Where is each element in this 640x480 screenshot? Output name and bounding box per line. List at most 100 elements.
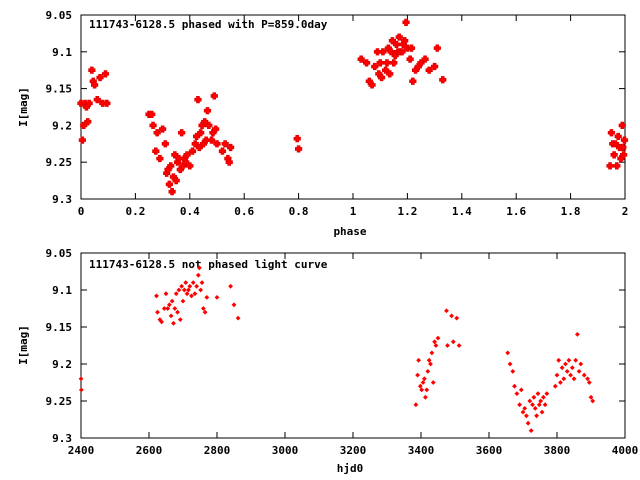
data-point (542, 402, 548, 408)
data-point (414, 62, 422, 71)
data-point (417, 383, 423, 389)
data-point (520, 409, 526, 415)
data-point (426, 357, 432, 363)
data-point (153, 129, 161, 137)
data-point (534, 413, 539, 419)
data-point (449, 313, 454, 319)
data-point (571, 376, 577, 382)
data-point (564, 369, 570, 374)
data-point (199, 280, 205, 285)
data-point (197, 129, 205, 137)
data-point (93, 96, 101, 104)
data-point (454, 315, 460, 321)
data-point (224, 154, 232, 163)
data-point (186, 287, 191, 293)
data-point (431, 62, 439, 71)
data-point (155, 309, 160, 315)
data-point (180, 298, 186, 304)
x-tick-label: 2600 (136, 444, 163, 457)
x-tick-label: 3600 (476, 444, 503, 457)
data-point (525, 420, 531, 426)
data-point (186, 162, 194, 170)
data-point (544, 391, 550, 396)
data-point (531, 394, 537, 400)
data-point (398, 48, 406, 56)
data-point (578, 361, 584, 367)
data-point (177, 317, 183, 322)
data-point (512, 383, 517, 389)
data-point (432, 339, 437, 345)
y-tick-label: 9.15 (46, 321, 73, 334)
data-point (416, 357, 422, 363)
unphased-light-curve-panel: 111743-6128.5 not phased light curve hjd… (17, 247, 638, 475)
x-tick-label: 2400 (68, 444, 95, 457)
data-point (383, 59, 391, 67)
x-tick-label: 0.8 (289, 205, 309, 218)
data-point (235, 315, 241, 321)
y-tick-label: 9.3 (52, 432, 72, 445)
data-point (180, 154, 188, 163)
data-point (183, 151, 191, 159)
data-point (445, 343, 450, 348)
data-point (167, 302, 172, 308)
data-point (80, 121, 88, 129)
data-point (619, 143, 627, 152)
data-point (168, 188, 176, 196)
y-tick-label: 9.3 (52, 193, 72, 206)
data-point (428, 361, 433, 367)
data-point (173, 291, 179, 297)
data-point (163, 291, 169, 297)
data-point (435, 335, 441, 341)
data-point (541, 394, 546, 400)
data-point (588, 394, 594, 400)
data-point (213, 140, 221, 148)
data-point (172, 306, 178, 311)
data-point (78, 387, 84, 393)
data-point (164, 165, 172, 174)
data-point (78, 136, 86, 144)
data-point (231, 302, 237, 308)
data-point (561, 376, 567, 382)
data-point (148, 110, 156, 118)
y-tick-label: 9.1 (52, 46, 72, 59)
data-point (172, 177, 180, 185)
x-tick-label: 1 (350, 205, 357, 218)
data-point (88, 66, 96, 74)
data-point (165, 180, 173, 188)
data-point (530, 402, 535, 408)
y-tick-label: 9.1 (52, 284, 72, 297)
x-tick-label: 1.6 (506, 205, 526, 218)
data-point (183, 280, 189, 285)
data-point (84, 118, 92, 126)
y-tick-label: 9.15 (46, 83, 73, 96)
data-point (607, 129, 615, 137)
data-point (420, 380, 426, 385)
chart-title: 111743-6128.5 not phased light curve (89, 258, 328, 271)
data-point (159, 125, 167, 133)
data-point (96, 73, 104, 82)
data-point (417, 59, 425, 67)
data-point (228, 283, 233, 289)
y-tick-label: 9.25 (46, 395, 73, 408)
data-point (198, 287, 204, 293)
data-point (510, 369, 516, 374)
data-point (407, 44, 416, 52)
data-point (179, 283, 185, 289)
data-point (225, 158, 233, 166)
data-point (209, 129, 217, 137)
data-point (444, 308, 449, 314)
data-point (402, 18, 410, 26)
data-points (78, 265, 596, 433)
data-point (156, 154, 164, 163)
data-point (161, 140, 169, 148)
data-point (175, 309, 180, 315)
data-point (221, 140, 229, 148)
data-point (507, 361, 513, 367)
data-point (613, 162, 621, 170)
data-point (181, 287, 187, 293)
data-point (176, 287, 182, 293)
data-point (422, 376, 427, 382)
data-point (433, 343, 439, 348)
data-point (522, 406, 528, 411)
